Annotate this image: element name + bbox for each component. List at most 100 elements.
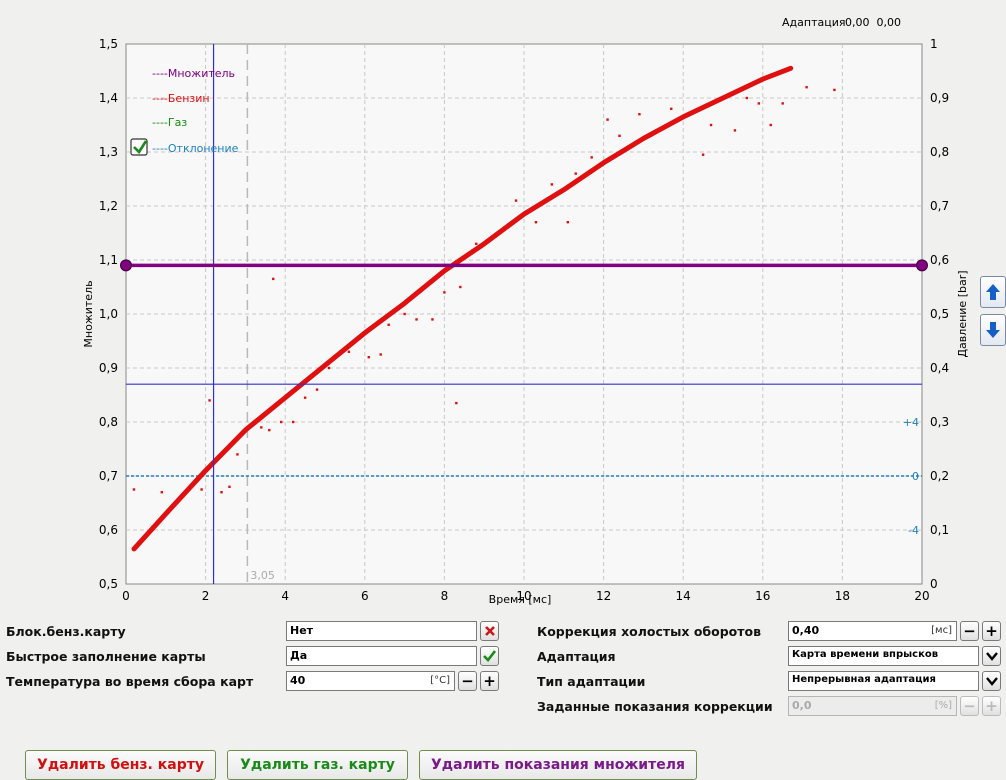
gasoline-point — [160, 491, 164, 494]
temperature-value: 40 — [290, 674, 306, 687]
right-tick-label: 1 — [930, 37, 938, 51]
idle-correction-field[interactable]: 0,40 [мс] — [788, 621, 957, 641]
adaptation-type-select[interactable]: Непрерывная адаптация — [788, 671, 979, 691]
adaptation-select[interactable]: Карта времени впрысков — [788, 646, 979, 666]
deviation-label: -4 — [908, 524, 919, 537]
adaptation-value: Карта времени впрысков — [792, 649, 939, 660]
temperature-unit: [°C] — [430, 675, 450, 686]
gasoline-point — [280, 420, 283, 424]
legend-entry: ----Газ — [152, 116, 187, 129]
gasoline-point — [769, 123, 772, 127]
left-tick-label: 0,8 — [99, 415, 118, 429]
right-tick-label: 0,1 — [930, 523, 949, 537]
block-map-toggle-button[interactable] — [480, 621, 499, 641]
left-tick-label: 1,3 — [99, 145, 118, 159]
adaptation-header-values: 0,00 0,00 — [845, 16, 901, 29]
pressure-down-button[interactable] — [980, 314, 1006, 346]
fast-fill-toggle-button[interactable] — [480, 646, 499, 666]
left-tick-label: 1,0 — [99, 307, 118, 321]
gasoline-point — [272, 277, 275, 281]
correction-setpoint-value: 0,0 — [792, 699, 812, 712]
left-tick-label: 0,6 — [99, 523, 118, 537]
gasoline-point — [805, 86, 808, 89]
gasoline-point — [618, 134, 621, 137]
reference-x-label: 3,05 — [250, 569, 275, 582]
deviation-label: +4 — [903, 416, 919, 429]
x-tick-label: 2 — [202, 589, 210, 603]
correction-setpoint-decrease-button[interactable]: − — [960, 696, 979, 716]
gasoline-point — [550, 183, 554, 186]
temperature-increase-button[interactable]: + — [480, 671, 499, 691]
left-tick-label: 1,4 — [99, 91, 118, 105]
block-map-field[interactable]: Нет — [286, 621, 477, 641]
idle-correction-decrease-button[interactable]: − — [960, 621, 979, 641]
plus-icon: + — [985, 697, 998, 715]
gasoline-point — [415, 318, 418, 321]
gasoline-point — [132, 488, 136, 491]
x-tick-label: 0 — [122, 589, 130, 603]
multiplier-handle-right[interactable] — [916, 259, 928, 272]
right-tick-label: 0,9 — [930, 91, 949, 105]
right-axis-ticks: 0 0,1 0,2 0,3 0,4 0,5 0,6 0,7 0,8 0,9 1 — [930, 37, 949, 591]
gasoline-point — [833, 88, 836, 92]
x-tick-label: 16 — [755, 589, 770, 603]
correction-setpoint-unit: [%] — [934, 700, 952, 711]
gasoline-point — [236, 453, 239, 456]
right-tick-label: 0 — [930, 577, 938, 591]
chevron-down-icon — [985, 652, 998, 661]
idle-correction-increase-button[interactable]: + — [982, 621, 1001, 641]
right-axis-label: Давление [bar] — [956, 270, 969, 357]
cursor-crosshair[interactable] — [126, 44, 922, 584]
gasoline-point — [431, 318, 434, 321]
block-map-label: Блок.бенз.карту — [6, 624, 126, 639]
adaptation-dropdown-button[interactable] — [982, 646, 1001, 666]
gasoline-point — [606, 118, 609, 121]
x-tick-label: 18 — [835, 589, 850, 603]
correction-setpoint-field[interactable]: 0,0 [%] — [788, 696, 957, 716]
delete-multiplier-button[interactable]: Удалить показания множителя — [419, 750, 697, 780]
x-axis-ticks: 0 2 4 6 8 10 12 14 16 18 20 — [122, 589, 929, 603]
temperature-label: Температура во время сбора карт — [6, 674, 254, 689]
adaptation-label: Адаптация — [537, 649, 616, 664]
fast-fill-label: Быстрое заполнение карты — [6, 649, 206, 664]
gasoline-point — [701, 153, 705, 156]
temperature-decrease-button[interactable]: − — [458, 671, 477, 691]
idle-correction-unit: [мс] — [931, 625, 952, 636]
multiplier-handle-left[interactable] — [120, 259, 132, 272]
correction-setpoint-increase-button[interactable]: + — [982, 696, 1001, 716]
map-chart[interactable]: 0 2 4 6 8 10 12 14 16 18 20 0,50,60,70,80,91,01,11… — [0, 0, 1006, 620]
left-tick-label: 1,5 — [99, 37, 118, 51]
gasoline-point — [781, 102, 784, 105]
plus-icon: + — [483, 672, 496, 690]
left-tick-label: 0,7 — [99, 469, 118, 483]
delete-gas-map-button[interactable]: Удалить газ. карту — [227, 750, 408, 780]
minus-icon: − — [963, 697, 976, 715]
gasoline-curve-path — [131, 65, 794, 552]
fast-fill-field[interactable]: Да — [286, 646, 477, 666]
gasoline-point — [475, 242, 478, 245]
gasoline-point — [220, 491, 223, 494]
fast-fill-value: Да — [290, 649, 308, 662]
x-tick-label: 4 — [281, 589, 289, 603]
chevron-down-icon — [985, 677, 998, 686]
temperature-field[interactable]: 40 [°C] — [286, 671, 455, 691]
right-tick-label: 0,7 — [930, 199, 949, 213]
plus-icon: + — [985, 622, 998, 640]
grid-lines — [126, 44, 922, 584]
gasoline-point — [315, 388, 319, 391]
reference-x-line: 3,05 — [246, 44, 275, 584]
delete-gasoline-map-button[interactable]: Удалить бенз. карту — [25, 750, 216, 780]
left-tick-label: 1,2 — [99, 199, 118, 213]
arrow-up-icon — [986, 284, 1000, 300]
deviation-checkbox[interactable] — [130, 138, 148, 156]
multiplier-line[interactable] — [120, 259, 928, 272]
gasoline-point — [590, 156, 593, 159]
gasoline-point — [200, 488, 203, 491]
adaptation-type-dropdown-button[interactable] — [982, 671, 1001, 691]
gasoline-point — [574, 172, 577, 175]
right-tick-label: 0,8 — [930, 145, 949, 159]
gasoline-point — [403, 312, 406, 316]
delete-gasoline-map-label: Удалить бенз. карту — [37, 757, 204, 773]
pressure-up-button[interactable] — [980, 276, 1006, 308]
gasoline-point — [638, 113, 641, 116]
